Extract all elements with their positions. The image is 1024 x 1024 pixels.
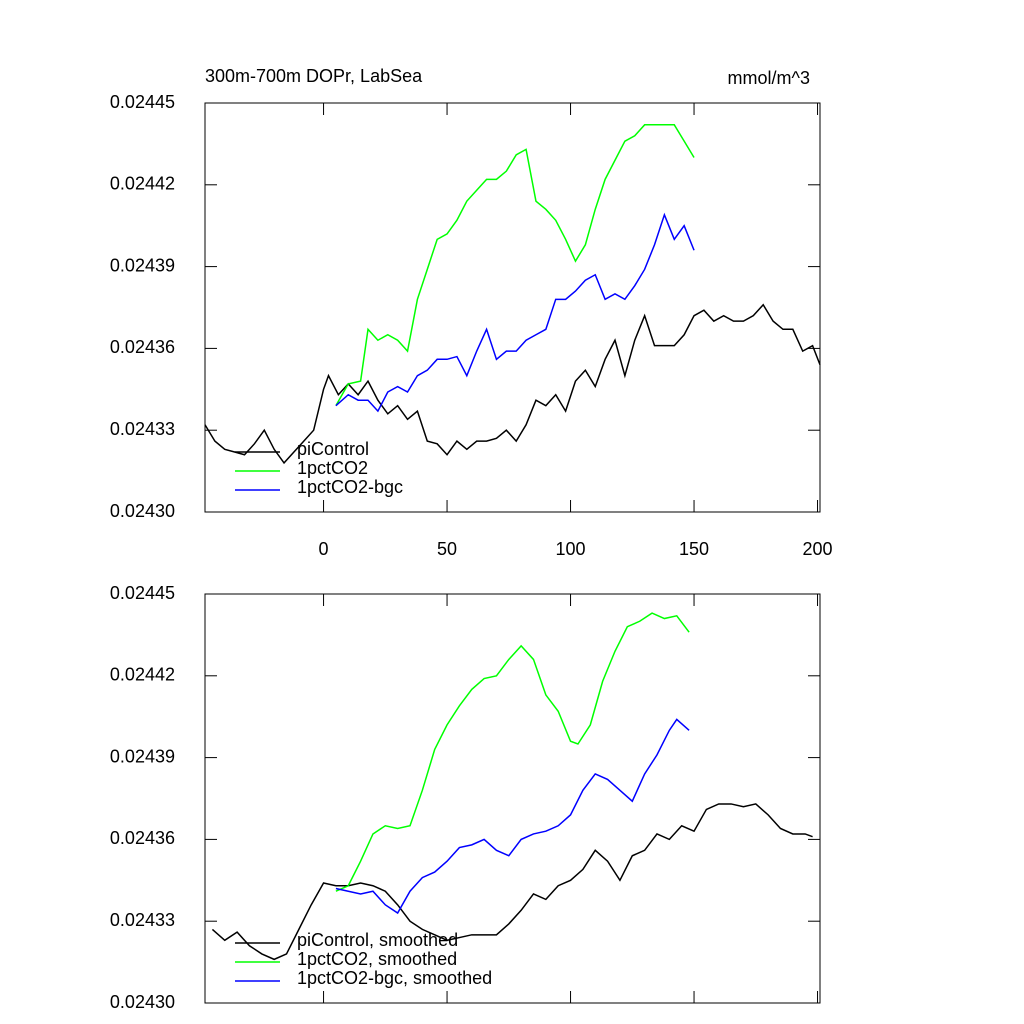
y-tick-label: 0.02430	[110, 501, 175, 521]
y-tick-label: 0.02439	[110, 746, 175, 766]
legend-label: piControl	[297, 439, 369, 459]
y-tick-label: 0.02445	[110, 92, 175, 112]
chart-title: 300m-700m DOPr, LabSea	[205, 66, 423, 86]
x-tick-label: 0	[319, 539, 329, 559]
series-line	[335, 718, 690, 915]
y-tick-label: 0.02430	[110, 992, 175, 1012]
legend-label: 1pctCO2	[297, 458, 368, 478]
x-tick-label: 200	[803, 539, 833, 559]
series-line	[335, 212, 695, 413]
x-tick-label: 100	[556, 539, 586, 559]
series-line	[335, 124, 695, 407]
y-tick-label: 0.02442	[110, 174, 175, 194]
y-tick-label: 0.02433	[110, 419, 175, 439]
series-line	[211, 803, 813, 961]
plot-frame	[204, 593, 821, 1004]
series-line	[204, 303, 821, 465]
x-tick-label: 50	[437, 539, 457, 559]
y-tick-label: 0.02433	[110, 910, 175, 930]
x-tick-label: 150	[679, 539, 709, 559]
legend-label: 1pctCO2, smoothed	[297, 949, 457, 969]
series-line	[335, 612, 690, 892]
plot-frame	[204, 102, 821, 513]
legend-label: 1pctCO2-bgc	[297, 477, 403, 497]
legend-label: 1pctCO2-bgc, smoothed	[297, 968, 492, 988]
y-tick-label: 0.02436	[110, 828, 175, 848]
y-tick-label: 0.02442	[110, 665, 175, 685]
y-tick-label: 0.02439	[110, 255, 175, 275]
y-tick-label: 0.02436	[110, 337, 175, 357]
y-tick-label: 0.02445	[110, 583, 175, 603]
legend-label: piControl, smoothed	[297, 930, 458, 950]
units-label: mmol/m^3	[728, 68, 810, 88]
